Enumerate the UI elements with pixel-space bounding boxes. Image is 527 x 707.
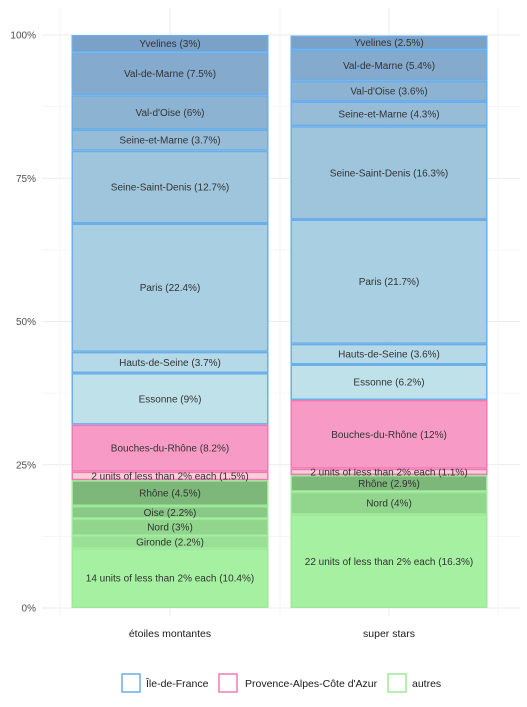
x-tick-label: super stars (363, 628, 415, 640)
bar-segment-label: Yvelines (2.5%) (354, 38, 423, 49)
bar-segment-label: Val-de-Marne (5.4%) (343, 61, 435, 72)
bar-segment-2-units-of-less-than-2-each-1-1[interactable] (290, 468, 488, 476)
bar-segment-label: Essonne (6.2%) (353, 378, 424, 389)
bar-segment-gironde-2-2[interactable] (71, 535, 269, 549)
bar-segment-label: 2 units of less than 2% each (1.1%) (310, 467, 467, 478)
bar-segment-yvelines-3[interactable] (71, 35, 269, 53)
bar-segment-rhone-4-5[interactable] (71, 480, 269, 507)
bar-segment-label: Hauts-de-Seine (3.6%) (338, 350, 440, 361)
bar-segment-hauts-de-seine-3-6[interactable] (290, 343, 488, 365)
bar-segment-val-d-oise-3-6[interactable] (290, 80, 488, 102)
bar-segment-label: Seine-Saint-Denis (16.3%) (330, 168, 448, 179)
bar-segment-paris-22-4[interactable] (71, 223, 269, 352)
bar-segment-label: Nord (3%) (147, 523, 193, 534)
bar-stack-etoiles-montantes: 14 units of less than 2% each (10.4%) Gir… (71, 35, 269, 609)
bar-segment-val-d-oise-6[interactable] (71, 95, 269, 130)
bar-segment-label: Paris (21.7%) (359, 277, 420, 288)
bar-segment-nord-3[interactable] (71, 518, 269, 536)
bar-segment-seine-et-marne-3-7[interactable] (71, 129, 269, 151)
bar-segment-label: Bouches-du-Rhône (8.2%) (111, 444, 229, 455)
bar-segment-seine-et-marne-4-3[interactable] (290, 101, 488, 127)
legend-label: Provence-Alpes-Côte d'Azur (245, 678, 378, 690)
y-tick-label: 0% (22, 604, 37, 615)
bar-segment-label: Val-d'Oise (6%) (136, 108, 205, 119)
bar-segment-essonne-6-2[interactable] (290, 364, 488, 401)
bar-segment-hauts-de-seine-3-7[interactable] (71, 351, 269, 374)
legend-entry-provence-alpes-cote-d-azur[interactable]: Provence-Alpes-Côte d'Azur (218, 673, 378, 693)
bar-segment-paris-21-7[interactable] (290, 219, 488, 344)
bar-segment-label: 2 units of less than 2% each (1.5%) (91, 471, 248, 482)
legend-label: Île-de-France (145, 677, 209, 690)
bar-segment-label: Rhône (2.9%) (358, 479, 420, 490)
bar-segment-2-units-of-less-than-2-each-1-5[interactable] (71, 471, 269, 481)
bar-segment-label: Essonne (9%) (139, 394, 202, 405)
bar-segment-label: 22 units of less than 2% each (16.3%) (305, 557, 473, 568)
bar-segment-label: Val-de-Marne (7.5%) (124, 69, 216, 80)
legend-entry-autres[interactable]: autres (387, 673, 441, 693)
x-axis: étoiles montantes super stars (129, 628, 415, 640)
legend: Île-de-France Provence-Alpes-Côte d'Azur a… (121, 673, 441, 693)
bar-segment-label: Hauts-de-Seine (3.7%) (119, 358, 221, 369)
bar-segment-oise-2-2[interactable] (71, 506, 269, 519)
y-tick-label: 75% (16, 174, 36, 185)
x-tick-label: étoiles montantes (129, 628, 211, 640)
y-axis: 0% 25% 50% 75% 100% (10, 31, 36, 615)
bar-segment-bouches-du-rhone-12[interactable] (290, 400, 488, 469)
y-tick-label: 25% (16, 460, 36, 471)
y-tick-label: 100% (10, 31, 36, 42)
bar-segment-val-de-marne-5-4[interactable] (290, 49, 488, 81)
bar-segment-val-de-marne-7-5[interactable] (71, 52, 269, 96)
bar-segment-seine-saint-denis-12-7[interactable] (71, 150, 269, 224)
bar-segment-14-units-of-less-than-2-each-10-4[interactable] (71, 548, 269, 609)
legend-label: autres (412, 678, 441, 690)
bars: 14 units of less than 2% each (10.4%) Gir… (71, 35, 488, 609)
bar-segment-22-units-of-less-than-2-each-16-3[interactable] (290, 514, 488, 609)
bar-segment-label: Seine-Saint-Denis (12.7%) (111, 183, 229, 194)
bar-stack-super-stars: 22 units of less than 2% each (16.3%) Nor… (290, 35, 488, 609)
legend-entry-ile-de-france[interactable]: Île-de-France (121, 673, 209, 693)
bar-segment-label: Bouches-du-Rhône (12%) (331, 430, 447, 441)
bar-segment-essonne-9[interactable] (71, 373, 269, 425)
legend-key (121, 673, 141, 693)
bar-segment-seine-saint-denis-16-3[interactable] (290, 126, 488, 220)
bar-segment-label: Seine-et-Marne (3.7%) (119, 136, 220, 147)
bar-segment-rhone-2-9[interactable] (290, 475, 488, 492)
bar-segment-label: Nord (4%) (366, 499, 412, 510)
bar-segment-label: Seine-et-Marne (4.3%) (338, 109, 439, 120)
bar-segment-label: Rhône (4.5%) (139, 489, 201, 500)
bar-segment-yvelines-2-5[interactable] (290, 35, 488, 50)
legend-key (218, 673, 238, 693)
bar-segment-label: Gironde (2.2%) (136, 538, 204, 549)
bar-segment-label: Val-d'Oise (3.6%) (350, 87, 427, 98)
bar-segment-label: 14 units of less than 2% each (10.4%) (86, 574, 254, 585)
legend-key (387, 673, 407, 693)
bar-segment-label: Paris (22.4%) (140, 283, 201, 294)
bar-segment-bouches-du-rhone-8-2[interactable] (71, 424, 269, 472)
bar-segment-nord-4[interactable] (290, 491, 488, 515)
y-tick-label: 50% (16, 317, 36, 328)
bar-segment-label: Oise (2.2%) (144, 508, 197, 519)
bar-segment-label: Yvelines (3%) (139, 39, 200, 50)
